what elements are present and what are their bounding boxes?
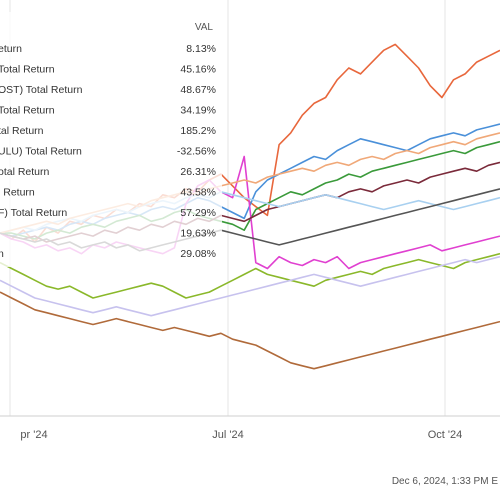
legend-label-8: F) Total Return [0,207,67,219]
legend-value-10: 29.08% [180,248,216,260]
legend-value-2: 48.67% [180,84,216,96]
legend-label-0: eturn [0,43,22,55]
timestamp-footer: Dec 6, 2024, 1:33 PM E [392,476,499,487]
legend-label-1: Total Return [0,64,55,76]
legend-label-10: n [0,248,4,260]
legend-label-4: tal Return [0,125,44,137]
legend-value-6: 26.31% [180,166,216,178]
legend-value-4: 185.2% [180,125,216,137]
x-tick-label-2: Oct '24 [428,429,463,441]
legend-value-0: 8.13% [186,43,216,55]
legend-value-8: 57.29% [180,207,216,219]
legend-value-1: 45.16% [180,64,216,76]
legend-label-2: OST) Total Return [0,84,83,96]
legend-label-3: Total Return [0,105,55,117]
legend-header: VAL [195,22,214,33]
legend-value-3: 34.19% [180,105,216,117]
x-axis-ticks: pr '24 Jul '24 Oct '24 [20,429,462,441]
legend-value-9: 19.63% [180,228,216,240]
series-line-6 [0,291,500,370]
legend-value-5: -32.56% [177,146,216,158]
legend-value-7: 43.58% [180,187,216,199]
series-line-7 [0,255,500,317]
legend-panel [0,12,222,267]
legend-label-7: l Return [0,187,35,199]
legend: VAL eturn 8.13% Total Return 45.16% OST) Tota… [0,22,216,260]
x-tick-label-0: pr '24 [20,429,47,441]
legend-label-6: otal Return [0,166,50,178]
legend-label-5: ULU) Total Return [0,146,82,158]
series-line-5 [0,252,500,299]
x-tick-label-1: Jul '24 [212,429,243,441]
